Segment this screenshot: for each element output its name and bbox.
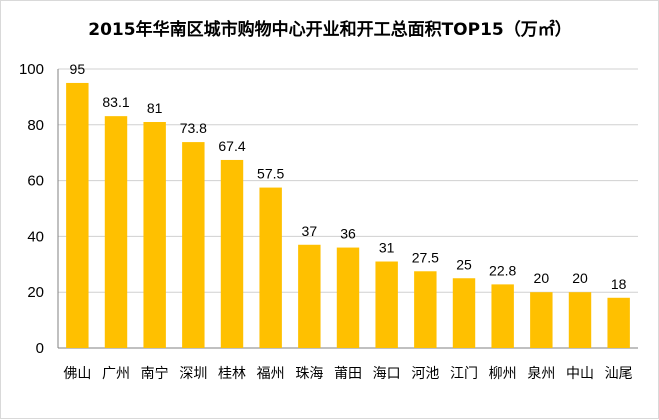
data-labels: 95 83.1 81 73.8 67.4 57.5 37 36 31 27.5 25 22.8 20 20… — [70, 61, 627, 292]
data-label: 18 — [611, 276, 627, 292]
x-category-label: 泉州 — [527, 365, 555, 382]
data-label: 73.8 — [180, 120, 207, 136]
x-axis-categories: 佛山 广州 南宁 深圳 桂林 福州 珠海 莆田 海口 河池 江门 柳州 泉州 中山 汕尾 — [63, 365, 632, 382]
x-category-label: 莆田 — [334, 366, 362, 382]
data-label: 27.5 — [412, 249, 439, 265]
x-category-label: 广州 — [102, 366, 130, 382]
y-axis-ticks: 0 20 40 60 80 100 — [19, 61, 44, 357]
bar — [452, 278, 476, 348]
y-tick-label: 20 — [27, 284, 44, 301]
bar — [220, 159, 244, 348]
data-label: 22.8 — [489, 262, 516, 278]
bar — [259, 187, 282, 348]
x-category-label: 汕尾 — [605, 366, 633, 382]
data-label: 20 — [534, 270, 550, 286]
bar — [104, 116, 128, 348]
y-tick-label: 40 — [27, 228, 44, 245]
y-tick-label: 100 — [19, 61, 44, 78]
data-label: 31 — [379, 240, 395, 256]
data-label: 20 — [572, 270, 588, 286]
x-category-label: 深圳 — [179, 366, 207, 382]
bar — [336, 247, 360, 348]
bar — [568, 292, 592, 348]
x-category-label: 南宁 — [141, 365, 169, 382]
y-tick-label: 80 — [27, 117, 44, 134]
x-category-label: 江门 — [450, 366, 478, 382]
bar — [66, 82, 89, 348]
bar — [491, 284, 514, 348]
x-category-label: 河池 — [411, 366, 439, 382]
bar — [375, 261, 398, 348]
data-label: 81 — [147, 100, 163, 116]
bar — [182, 142, 205, 348]
x-category-label: 珠海 — [295, 366, 323, 382]
data-label: 36 — [340, 226, 356, 242]
x-category-label: 佛山 — [63, 366, 91, 382]
x-category-label: 中山 — [566, 366, 594, 382]
x-category-label: 桂林 — [218, 366, 246, 382]
data-label: 95 — [70, 61, 86, 77]
chart-title: 2015年华南区城市购物中心开业和开工总面积TOP15（万㎡） — [88, 19, 571, 40]
data-label: 25 — [456, 256, 472, 272]
data-label: 37 — [302, 223, 318, 239]
bars — [66, 82, 630, 348]
x-category-label: 柳州 — [489, 365, 517, 382]
y-tick-label: 0 — [36, 340, 44, 357]
x-category-label: 福州 — [257, 366, 285, 382]
bar — [530, 292, 553, 348]
data-label: 57.5 — [257, 166, 284, 182]
bar — [414, 271, 437, 348]
data-label: 67.4 — [218, 138, 245, 154]
data-label: 83.1 — [102, 94, 129, 110]
bar — [607, 297, 630, 348]
bar — [298, 244, 321, 348]
bar — [143, 122, 166, 348]
y-tick-label: 60 — [27, 173, 44, 190]
x-category-label: 海口 — [373, 366, 401, 382]
